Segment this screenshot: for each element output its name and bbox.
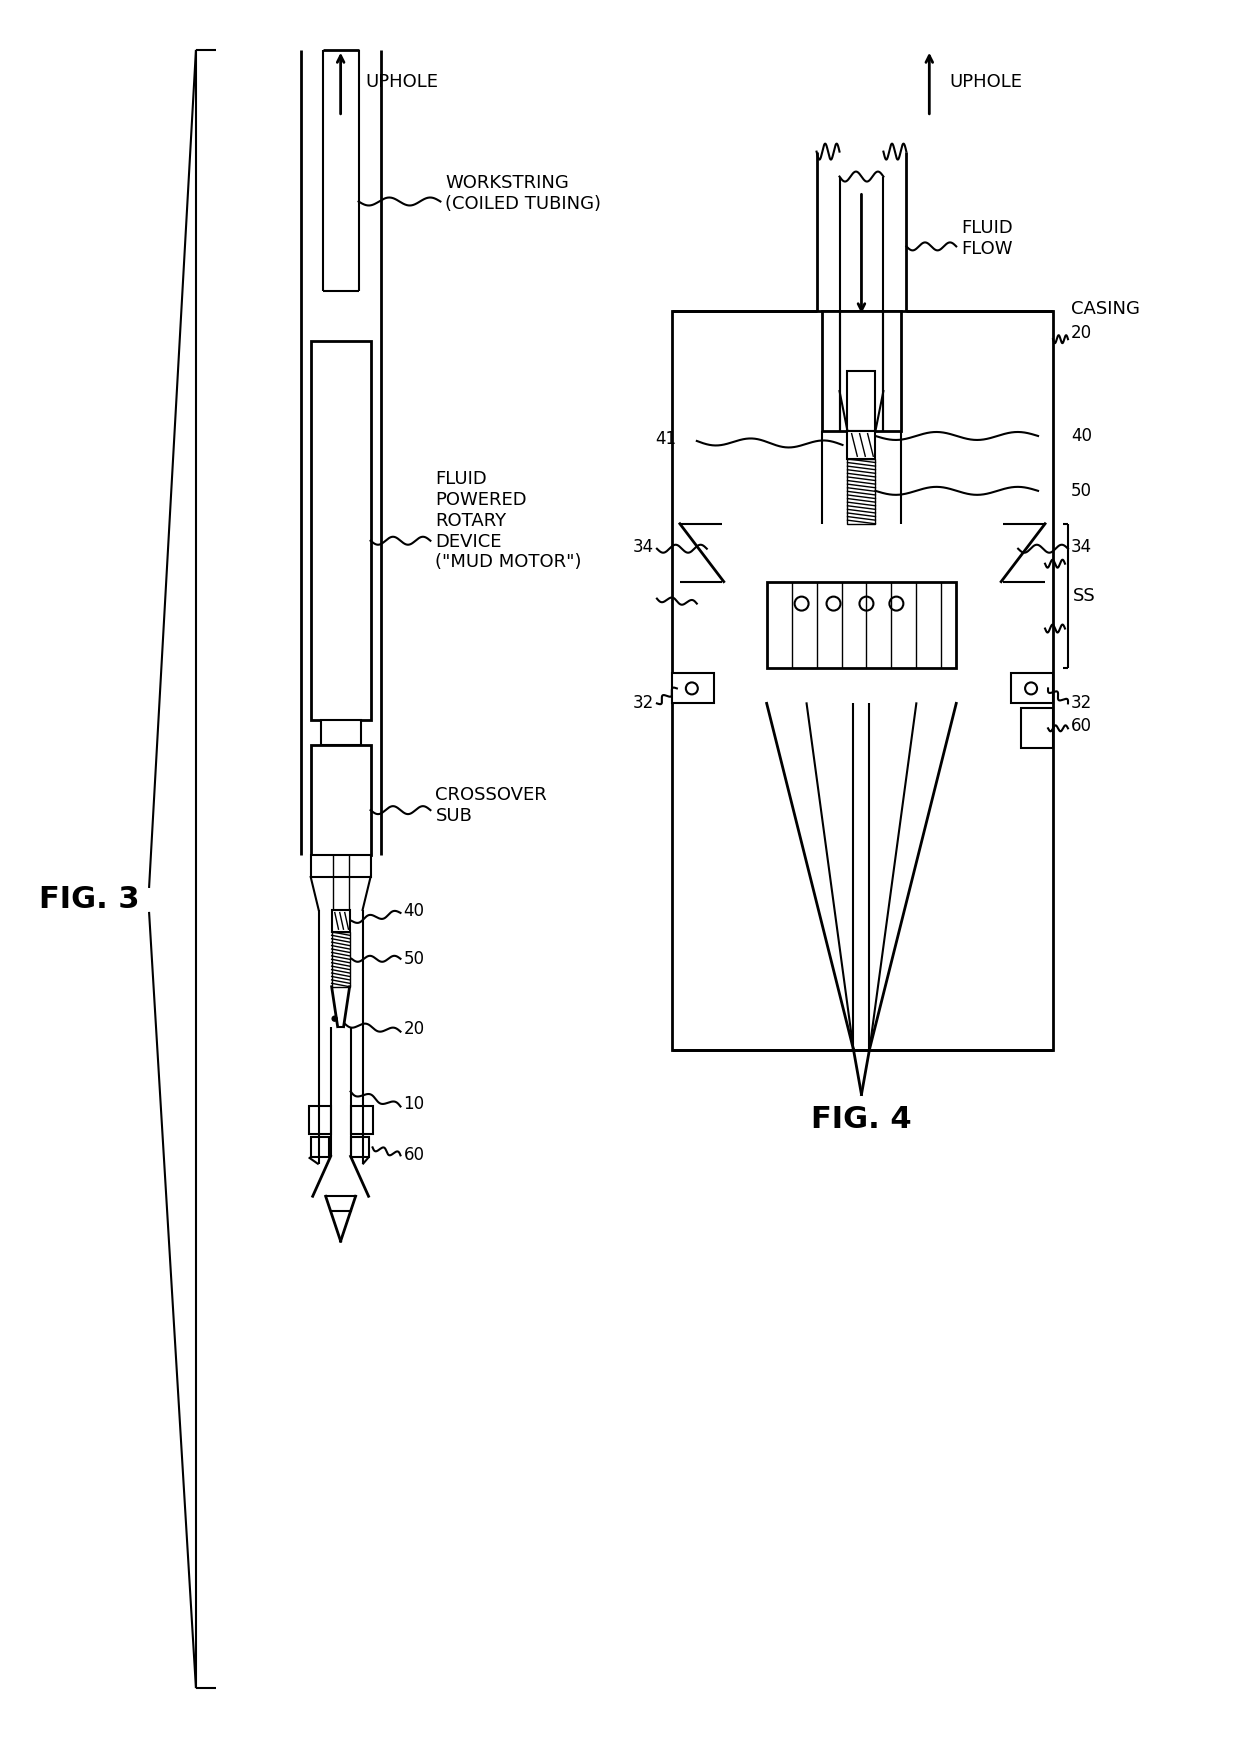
- Text: WORKSTRING
(COILED TUBING): WORKSTRING (COILED TUBING): [445, 174, 601, 214]
- Bar: [309, 1107, 331, 1135]
- Bar: [311, 855, 371, 878]
- Bar: [822, 311, 901, 431]
- Text: 20: 20: [1071, 325, 1092, 342]
- Text: 41: 41: [656, 429, 677, 448]
- Text: 60: 60: [1071, 718, 1092, 735]
- Bar: [351, 1107, 372, 1135]
- Bar: [672, 673, 714, 704]
- Text: 34: 34: [1071, 537, 1092, 556]
- Text: CASING: CASING: [1071, 301, 1140, 318]
- Bar: [311, 746, 371, 855]
- Bar: [351, 1137, 368, 1158]
- Circle shape: [332, 1017, 337, 1022]
- Text: 50: 50: [1071, 481, 1092, 501]
- Text: 32: 32: [632, 695, 653, 713]
- Text: FIG. 4: FIG. 4: [811, 1105, 911, 1133]
- Bar: [1021, 709, 1053, 749]
- Text: FLUID
POWERED
ROTARY
DEVICE
("MUD MOTOR"): FLUID POWERED ROTARY DEVICE ("MUD MOTOR"…: [435, 471, 582, 572]
- Bar: [847, 372, 875, 431]
- Bar: [331, 911, 350, 932]
- Text: UPHOLE: UPHOLE: [950, 73, 1022, 90]
- Text: 60: 60: [403, 1147, 424, 1164]
- Text: 50: 50: [403, 949, 424, 968]
- Text: 20: 20: [403, 1020, 424, 1038]
- Text: 34: 34: [632, 537, 653, 556]
- Text: FIG. 3: FIG. 3: [40, 885, 140, 914]
- Bar: [672, 311, 1053, 1050]
- Bar: [766, 582, 956, 669]
- Text: UPHOLE: UPHOLE: [366, 73, 439, 90]
- Bar: [311, 341, 371, 720]
- Text: 40: 40: [403, 902, 424, 919]
- Bar: [311, 1137, 329, 1158]
- Bar: [1011, 673, 1053, 704]
- Text: 40: 40: [1071, 428, 1092, 445]
- Bar: [847, 431, 875, 459]
- Bar: [321, 720, 361, 746]
- Text: SS: SS: [1073, 587, 1096, 605]
- Text: FLUID
FLOW: FLUID FLOW: [961, 219, 1013, 257]
- Text: 32: 32: [1071, 695, 1092, 713]
- Bar: [847, 459, 875, 523]
- Bar: [331, 932, 350, 987]
- Text: CROSSOVER
SUB: CROSSOVER SUB: [435, 786, 547, 824]
- Text: 10: 10: [403, 1095, 424, 1114]
